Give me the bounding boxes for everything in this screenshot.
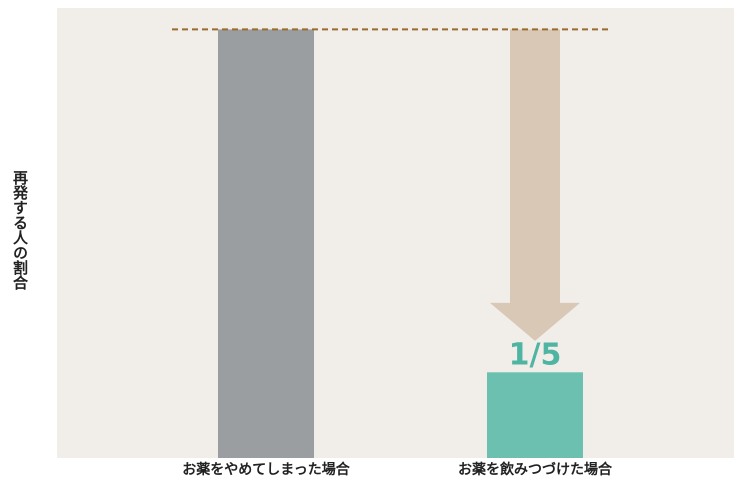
x-tick-label-continued: お薬を飲みつづけた場合 — [458, 461, 613, 478]
bar-continued — [487, 372, 583, 458]
y-axis-label: 再発する人の割合 — [11, 170, 29, 291]
decrease-arrow — [490, 29, 580, 341]
bar-stopped — [218, 29, 314, 459]
ratio-annotation: 1/5 — [509, 337, 562, 372]
plot-background — [57, 8, 734, 458]
x-tick-label-stopped: お薬をやめてしまった場合 — [182, 461, 350, 478]
